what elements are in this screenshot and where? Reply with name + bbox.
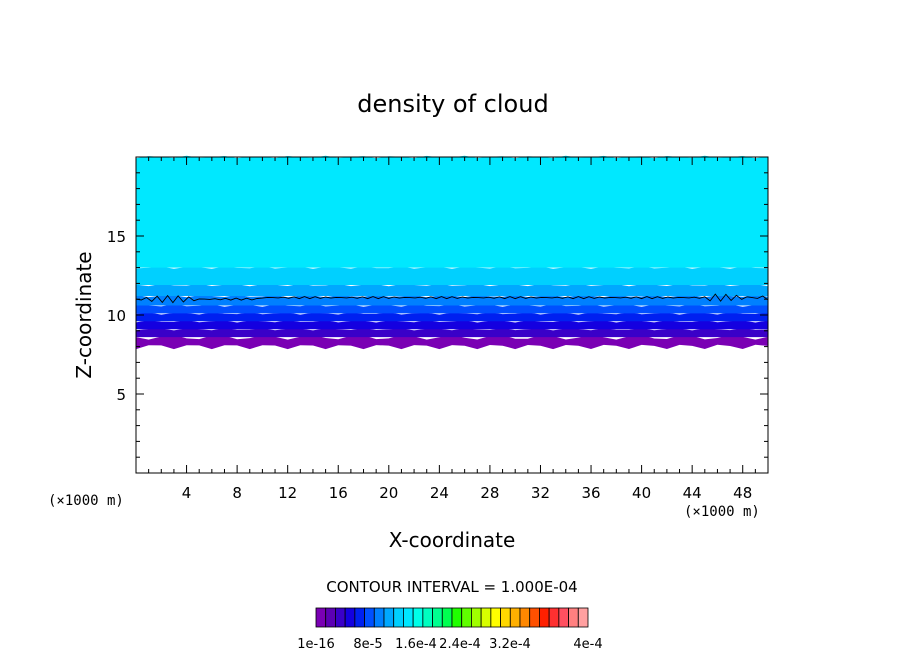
cloud-layer-4 — [136, 304, 768, 314]
colorbar-swatch — [529, 607, 540, 628]
colorbar-swatch — [354, 607, 365, 628]
contour-line — [135, 293, 769, 304]
colorbar-swatch — [344, 607, 356, 628]
x-tick-label: 48 — [733, 484, 752, 502]
x-tick-label: 8 — [232, 484, 242, 502]
colorbar-labels: 1e-16 8e-5 1.6e-4 2.4e-4 3.2e-4 4e-4 — [297, 637, 602, 652]
colorbar-label: 1.6e-4 — [395, 637, 437, 652]
colorbar-swatch — [539, 607, 550, 628]
cloud-layer-8 — [136, 155, 768, 268]
colorbar-swatch — [315, 607, 327, 628]
colorbar-swatch — [393, 607, 404, 628]
x-tick-label: 28 — [480, 484, 499, 502]
colorbar-label: 3.2e-4 — [489, 637, 531, 652]
chart-title: density of cloud — [357, 90, 548, 118]
colorbar — [315, 607, 589, 628]
colorbar-label: 1e-16 — [297, 637, 335, 652]
plot-area — [136, 155, 768, 350]
colorbar-swatch — [519, 607, 531, 628]
y-tick-labels: 5 10 15 — [107, 228, 126, 404]
colorbar-swatch — [403, 607, 414, 628]
colorbar-label: 8e-5 — [353, 637, 382, 652]
x-axis-label: X-coordinate — [389, 528, 516, 552]
colorbar-label: 4e-4 — [573, 637, 602, 652]
y-axis-label: Z-coordinate — [72, 251, 96, 378]
cloud-layer-1 — [136, 328, 768, 338]
colorbar-swatch — [325, 607, 336, 628]
x-units-right: (×1000 m) — [684, 504, 760, 520]
colorbar-swatch — [577, 607, 589, 628]
colorbar-swatch — [461, 607, 472, 628]
colorbar-swatch — [335, 607, 346, 628]
cloud-layer-6 — [136, 283, 768, 296]
colorbar-swatch — [364, 607, 375, 628]
colorbar-swatch — [412, 607, 424, 628]
colorbar-swatch — [432, 607, 443, 628]
colorbar-swatch — [500, 607, 511, 628]
colorbar-swatch — [451, 607, 463, 628]
cloud-layer-2 — [136, 320, 768, 330]
colorbar-swatch — [548, 607, 560, 628]
x-tick-label: 20 — [379, 484, 398, 502]
colorbar-swatch — [490, 607, 501, 628]
x-tick-labels: 4 8 12 16 20 24 28 32 36 40 44 48 — [182, 484, 752, 502]
colorbar-label: 2.4e-4 — [439, 637, 481, 652]
colorbar-swatch — [471, 607, 482, 628]
contour-interval: CONTOUR INTERVAL = 1.000E-04 — [326, 578, 577, 596]
x-tick-label: 4 — [182, 484, 192, 502]
contour-path — [135, 293, 769, 304]
colorbar-swatch — [568, 607, 579, 628]
x-tick-label: 24 — [430, 484, 449, 502]
y-tick-label: 5 — [116, 386, 126, 404]
colorbar-swatch — [509, 607, 521, 628]
x-units-left: (×1000 m) — [48, 493, 124, 509]
colorbar-swatch — [480, 607, 492, 628]
x-tick-label: 32 — [531, 484, 550, 502]
cloud-layer-0 — [136, 334, 768, 350]
axis-ticks — [136, 157, 768, 473]
colorbar-swatch — [422, 607, 433, 628]
x-tick-label: 36 — [581, 484, 600, 502]
x-tick-label: 12 — [278, 484, 297, 502]
cloud-layer-7 — [136, 266, 768, 285]
y-tick-label: 10 — [107, 307, 126, 325]
colorbar-swatch — [441, 607, 453, 628]
x-tick-label: 44 — [683, 484, 702, 502]
colorbar-swatch — [558, 607, 569, 628]
cloud-layer-3 — [136, 312, 768, 322]
x-tick-label: 16 — [329, 484, 348, 502]
y-tick-label: 15 — [107, 228, 126, 246]
colorbar-swatch — [373, 607, 385, 628]
x-tick-label: 40 — [632, 484, 651, 502]
colorbar-swatch — [383, 607, 395, 628]
